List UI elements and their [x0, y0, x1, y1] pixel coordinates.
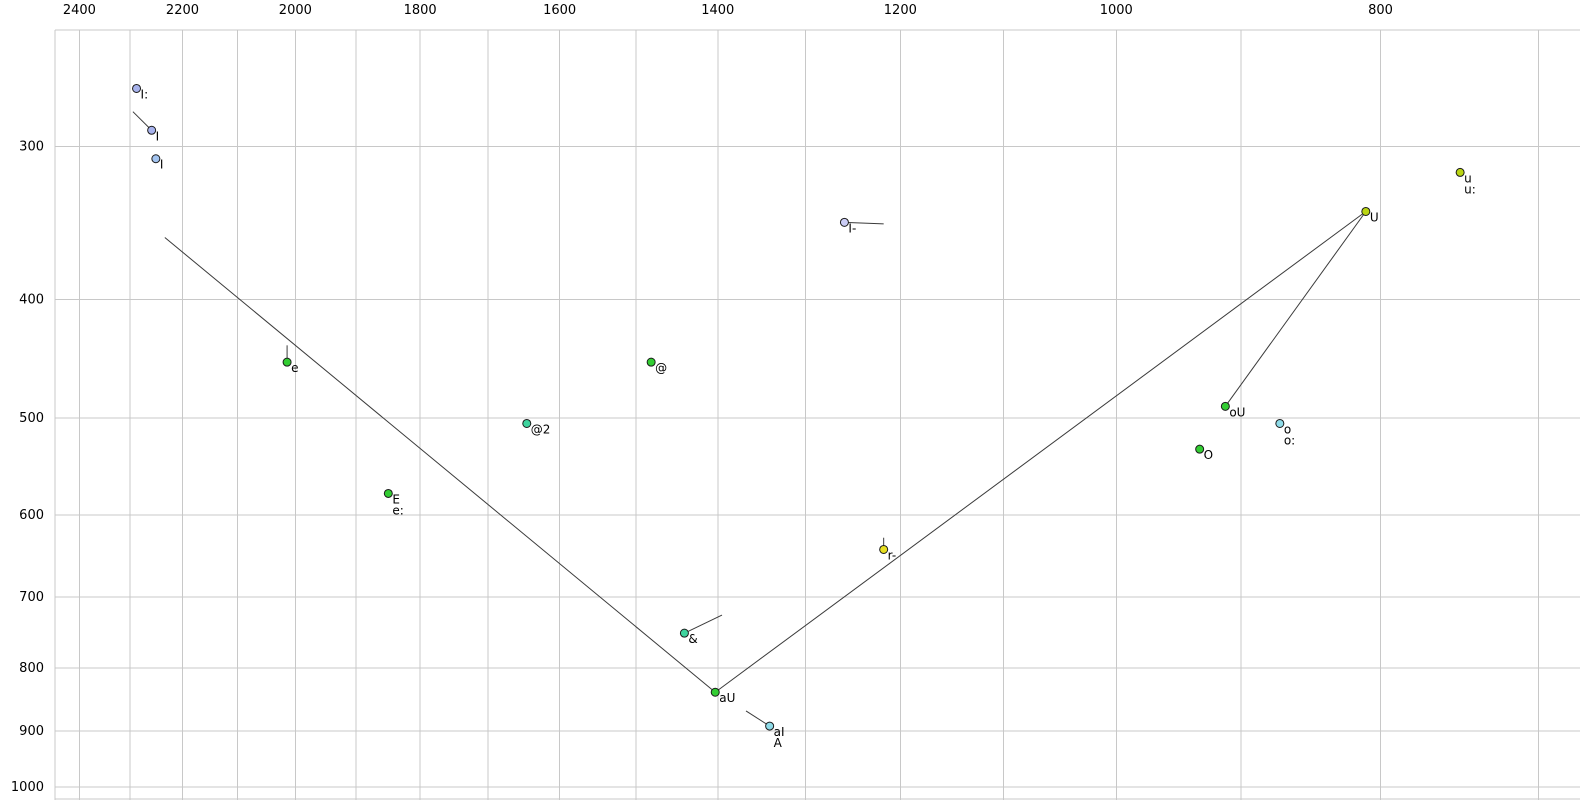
x-axis-tick-label: 2200	[166, 3, 199, 18]
vowel-label: @	[655, 361, 667, 375]
vowel-point-&	[679, 628, 689, 638]
vowel-label: e:	[392, 503, 403, 517]
vowel-point-aI	[765, 721, 775, 731]
y-axis-tick-label: 400	[19, 292, 44, 307]
vowel-label: oU	[1229, 405, 1245, 419]
vowel-label: o:	[1284, 433, 1295, 447]
vowel-label: &	[688, 632, 697, 646]
vowel-point-aU	[710, 687, 720, 697]
y-axis-tick-label: 800	[19, 661, 44, 676]
trajectory-line	[714, 211, 1367, 693]
vowel-point-r-	[879, 544, 889, 554]
y-axis-tick-label: 900	[19, 724, 44, 739]
x-axis-tick-label: 1000	[1100, 3, 1133, 18]
vowel-label: u	[1464, 171, 1472, 185]
vowel-point-@2	[522, 418, 532, 428]
vowel-point-I	[147, 125, 157, 135]
trajectory-line	[684, 614, 723, 634]
x-axis-tick-label: 800	[1368, 3, 1393, 18]
vowel-label: I:	[141, 87, 149, 101]
vowel-label: aU	[719, 691, 735, 705]
trajectory-line	[844, 221, 884, 225]
y-axis-tick-label: 300	[19, 139, 44, 154]
vowel-point-I	[151, 154, 161, 164]
vowel-label: e	[291, 361, 298, 375]
x-axis-tick-label: 1400	[701, 3, 734, 18]
trajectory-line	[1224, 211, 1367, 407]
vowel-point-e	[282, 357, 292, 367]
y-axis-tick-label: 600	[19, 508, 44, 523]
x-axis-tick-label: 1800	[404, 3, 437, 18]
vowel-label: O	[1204, 448, 1213, 462]
vowel-point-O	[1195, 444, 1205, 454]
vowel-label: u:	[1464, 182, 1476, 196]
vowel-label: U	[1370, 210, 1379, 224]
vowel-label: aI	[774, 725, 785, 739]
vowel-label: A	[774, 736, 783, 750]
vowel-label: I	[156, 129, 160, 143]
vowel-point-u	[1455, 167, 1465, 177]
vowel-point-U	[1361, 206, 1371, 216]
vowel-point-I-	[839, 217, 849, 227]
y-axis-tick-label: 700	[19, 590, 44, 605]
vowel-point-I:	[132, 83, 142, 93]
x-axis-tick-label: 2400	[63, 3, 96, 18]
vowel-label: I	[160, 158, 164, 172]
trajectory-line	[745, 710, 770, 727]
vowel-point-o	[1275, 418, 1285, 428]
vowel-label: @2	[531, 422, 551, 436]
x-axis-tick-label: 1600	[543, 3, 576, 18]
x-axis-tick-label: 1200	[884, 3, 917, 18]
y-axis-tick-label: 1000	[11, 780, 44, 795]
vowel-point-oU	[1220, 401, 1230, 411]
vowel-point-E	[383, 488, 393, 498]
vowel-label: o	[1284, 422, 1291, 436]
trajectory-line	[164, 237, 716, 693]
vowel-point-@	[646, 357, 656, 367]
x-axis-tick-label: 2000	[279, 3, 312, 18]
vowel-label: I-	[848, 221, 856, 235]
vowel-label: r-	[888, 548, 897, 562]
vowel-label: E	[392, 492, 400, 506]
y-axis-tick-label: 500	[19, 411, 44, 426]
